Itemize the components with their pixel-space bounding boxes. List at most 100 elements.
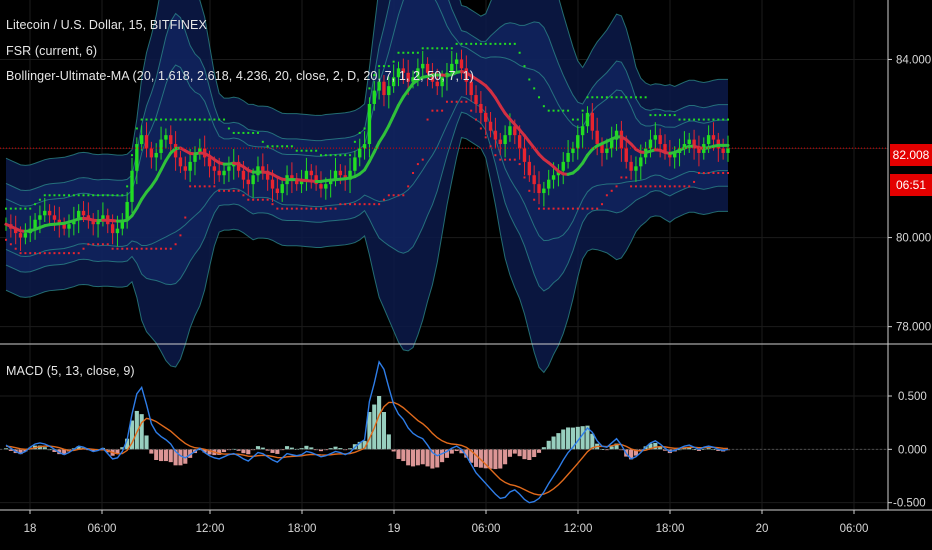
price-candle <box>484 106 488 136</box>
candle-body <box>721 148 725 153</box>
fsr-resistance-dot <box>518 51 521 54</box>
price-axis-label: 78.000 <box>896 322 931 334</box>
fsr-resistance-dot <box>445 47 448 50</box>
fsr-resistance-dot <box>203 118 206 121</box>
macd-histogram-bar <box>270 449 275 453</box>
price-candle <box>144 122 149 158</box>
candle-body <box>697 148 701 153</box>
fsr-support-dot <box>242 194 245 197</box>
price-candle <box>135 137 139 185</box>
price-candle <box>178 150 183 173</box>
fsr-support-dot <box>334 207 337 210</box>
candle-body <box>139 135 144 145</box>
fsr-resistance-dot <box>82 194 85 197</box>
bollinger-bands <box>5 0 728 374</box>
ma-segment <box>396 95 405 107</box>
fsr-support-dot <box>271 203 274 206</box>
candle-body <box>43 210 47 216</box>
macd-histogram-bar <box>304 445 309 450</box>
fsr-resistance-dot <box>528 78 531 81</box>
macd-histogram-bar <box>42 447 47 450</box>
price-candle <box>566 140 570 169</box>
price-candle <box>193 146 197 176</box>
fsr-support-dot <box>237 189 240 192</box>
fsr-support-dot <box>193 185 196 188</box>
fsr-support-dot <box>150 247 153 250</box>
candle-body <box>658 135 662 145</box>
candle-body <box>81 210 86 216</box>
macd-histogram-bar <box>381 412 387 450</box>
candle-body <box>120 219 124 229</box>
candle-body <box>91 219 95 225</box>
price-candle <box>561 152 565 185</box>
candle-body <box>605 148 609 153</box>
candle-body <box>610 139 614 149</box>
macd-histogram-bar <box>629 449 634 460</box>
fsr-resistance-dot <box>53 194 56 197</box>
price-candle <box>47 204 52 225</box>
price-candle <box>125 192 129 229</box>
fsr-resistance-dot <box>271 145 274 148</box>
fsr-resistance-dot <box>164 118 167 121</box>
fsr-resistance-dot <box>479 42 482 45</box>
macd-histogram-bar <box>173 449 178 466</box>
chart-title: Litecoin / U.S. Dollar, 15, BITFINEX <box>6 18 207 32</box>
candle-body <box>537 184 541 194</box>
fsr-support-dot <box>106 243 109 246</box>
fsr-support-dot <box>441 109 444 112</box>
candle-body <box>280 184 284 194</box>
macd-histogram-bar <box>357 441 362 450</box>
fsr-support-dot <box>48 252 51 255</box>
candle-body <box>207 157 212 167</box>
candle-body <box>411 77 415 82</box>
fsr-support-dot <box>67 252 70 255</box>
candle-body <box>556 170 561 176</box>
candle-body <box>324 184 328 189</box>
fsr-support-dot <box>489 145 492 148</box>
candle-body <box>396 68 401 78</box>
fsr-support-dot <box>727 172 729 174</box>
macd-line <box>5 360 729 504</box>
fsr-support-dot <box>620 176 623 179</box>
fsr-support-dot <box>252 198 255 201</box>
bollinger-band-line <box>5 0 728 192</box>
fsr-support-dot <box>557 207 560 210</box>
fsr-resistance-dot <box>455 42 458 45</box>
price-candle <box>227 156 231 182</box>
fsr-support-dot <box>431 109 434 112</box>
fsr-resistance-dot <box>538 96 541 99</box>
candle-body <box>144 135 149 149</box>
bollinger-indicator-label[interactable]: Bollinger-Ultimate-MA (20, 1.618, 2.618,… <box>6 69 474 83</box>
fsr-resistance-dot <box>218 118 221 121</box>
macd-indicator-label[interactable]: MACD (5, 13, close, 9) <box>6 364 135 378</box>
fsr-resistance-dot <box>358 131 361 134</box>
fsr-resistance-dot <box>436 47 439 50</box>
macd-histogram-bar <box>333 446 338 450</box>
fsr-indicator-label[interactable]: FSR (current, 6) <box>6 44 98 58</box>
macd-histogram-bar <box>299 448 304 450</box>
fsr-support-dot <box>198 185 201 188</box>
macd-histogram-bar <box>561 429 566 450</box>
price-candle <box>159 126 163 160</box>
fsr-support-dot <box>484 136 487 139</box>
fsr-resistance-dot <box>634 96 637 99</box>
macd-histogram-bar <box>62 449 67 455</box>
macd-histogram-bar <box>328 448 333 450</box>
fsr-support-dot <box>605 194 608 197</box>
price-candle <box>401 58 406 84</box>
price-candle <box>532 165 536 194</box>
price-candle <box>353 150 357 178</box>
fsr-support-dot <box>368 203 371 206</box>
time-axis-label: 12:00 <box>564 523 593 535</box>
fsr-resistance-dot <box>97 194 100 197</box>
macd-histogram-bar <box>580 426 585 450</box>
fsr-support-dot <box>649 185 652 188</box>
fsr-resistance-dot <box>421 47 424 50</box>
candle-body <box>275 188 280 194</box>
macd-histogram-bar <box>154 449 159 460</box>
macd-histogram-bar <box>701 448 706 450</box>
candle-body <box>479 103 483 113</box>
fsr-resistance-dot <box>237 131 240 134</box>
fsr-support-dot <box>421 158 424 161</box>
